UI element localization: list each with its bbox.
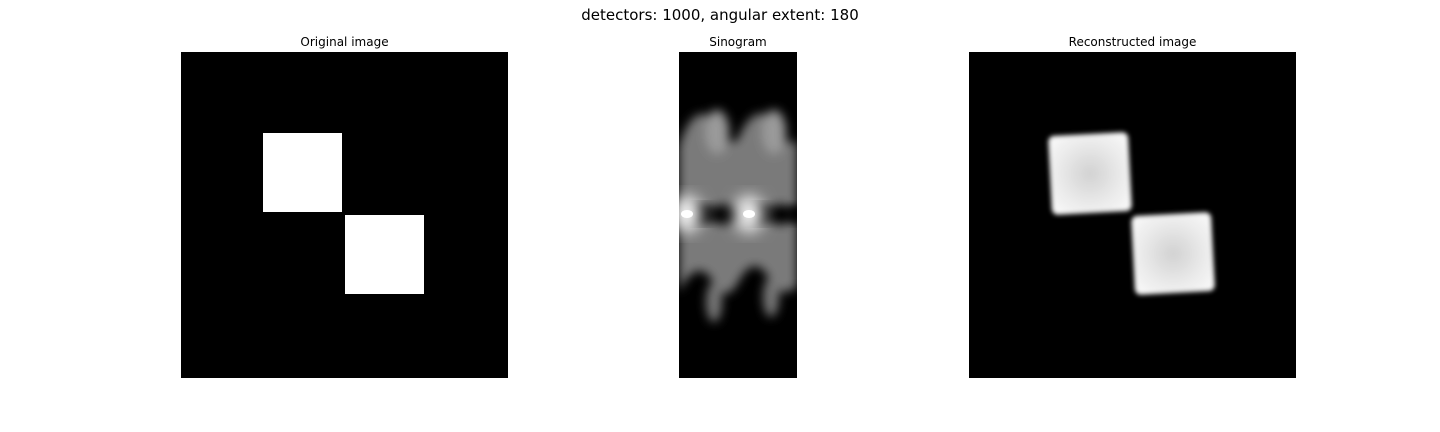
sinogram-peak-1 [705,110,729,154]
sinogram-peak-2 [762,110,786,154]
sinogram-hot-cores [681,210,755,218]
sinogram-title: Sinogram [709,35,767,49]
sinogram-lower-band [679,217,797,294]
reconstructed-square-1 [1048,132,1132,215]
reconstructed-background [969,52,1296,378]
original-square-1 [263,133,342,212]
sinogram-canvas [679,52,797,378]
reconstructed-image-title: Reconstructed image [1068,35,1197,49]
original-image-title: Original image [300,35,389,49]
reconstructed-square-2 [1131,212,1215,295]
reconstructed-image-canvas [969,52,1296,378]
original-background [181,52,508,378]
original-image-canvas [181,52,508,378]
reconstructed-image-panel [969,52,1296,378]
sinogram-trough-2 [763,277,779,317]
sinogram-bands [679,110,797,322]
figure-title: detectors: 1000, angular extent: 180 [581,6,859,24]
original-square-2 [345,215,424,294]
original-image-panel [181,52,508,378]
sinogram-trough-1 [706,282,722,322]
sinogram-panel [679,52,797,378]
